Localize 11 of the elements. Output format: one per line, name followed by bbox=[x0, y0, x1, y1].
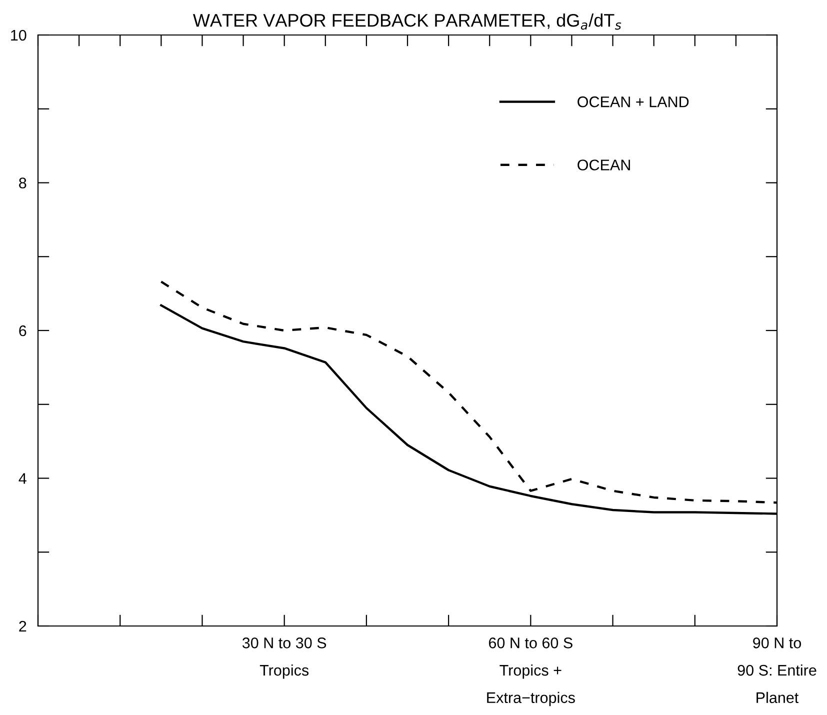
y-tick-label: 8 bbox=[19, 178, 26, 188]
x-tick-label: 60 N to 60 S Tropics + Extra−tropics bbox=[487, 638, 575, 706]
y-tick-label: 4 bbox=[18, 473, 26, 484]
x-tick-label: 30 N to 30 S Tropics bbox=[242, 638, 326, 679]
legend-label: OCEAN + LAND bbox=[578, 96, 689, 108]
y-tick-label: 2 bbox=[19, 620, 26, 632]
legend-label: OCEAN bbox=[578, 160, 630, 170]
chart-title: WATER VAPOR FEEDBACK PARAMETER, dG$_{a}$/dT$_{s}$ bbox=[192, 13, 622, 30]
y-tick-label: 10 bbox=[11, 30, 26, 41]
y-tick-label: 6 bbox=[19, 325, 26, 336]
x-tick-label: 90 N to 90 S: Entire Planet bbox=[738, 638, 816, 704]
